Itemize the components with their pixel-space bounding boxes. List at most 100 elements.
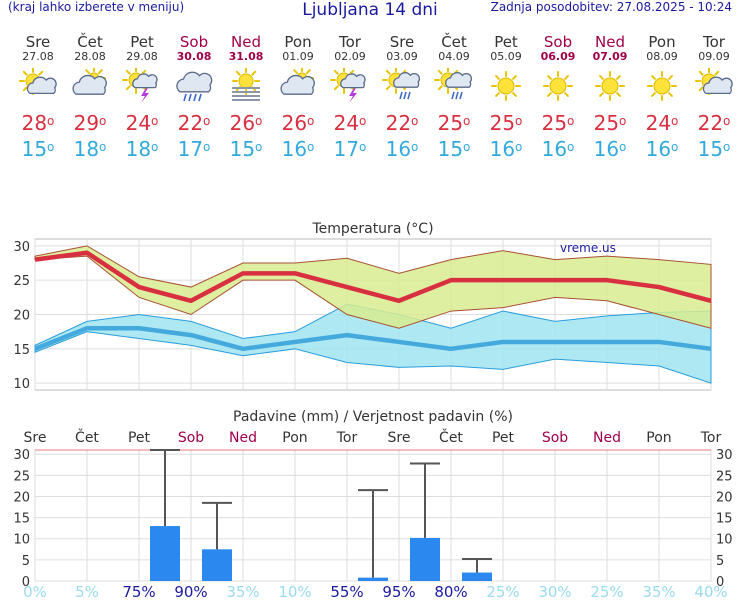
min-temp: 17o xyxy=(333,137,367,161)
day-name: Sob xyxy=(179,33,209,51)
min-temp: 15o xyxy=(437,137,471,161)
day-date: 08.09 xyxy=(646,50,678,63)
day-date: 27.08 xyxy=(22,50,54,63)
day-name: Tor xyxy=(339,33,361,51)
y-tick-label: 0 xyxy=(22,575,30,590)
max-temp: 24o xyxy=(125,111,159,135)
day-name: Čet xyxy=(441,33,467,51)
y-tick-label: 30 xyxy=(13,448,30,463)
probability-label: 35% xyxy=(226,583,259,600)
y-tick-label-right: 0 xyxy=(716,575,724,590)
max-temp: 22o xyxy=(697,111,731,135)
cloudy-icon xyxy=(280,66,315,95)
day-date: 05.09 xyxy=(490,50,522,63)
day-date: 30.08 xyxy=(176,50,212,63)
day-date: 01.09 xyxy=(282,50,314,63)
cloud-rain-icon xyxy=(176,71,213,102)
day-card: Sre 03.09 22o 16o xyxy=(376,34,428,162)
precipitation-bar xyxy=(150,526,180,581)
x-tick-label: Pet xyxy=(128,430,151,446)
max-temp: 28o xyxy=(21,111,55,135)
cloudy-icon xyxy=(72,66,107,95)
max-temp: 26o xyxy=(281,111,315,135)
day-date: 07.09 xyxy=(592,50,628,63)
day-card: Pon 08.09 24o 16o xyxy=(636,34,688,162)
max-temp: 24o xyxy=(645,111,679,135)
max-temp: 26o xyxy=(229,111,263,135)
min-temp: 15o xyxy=(697,137,731,161)
day-card: Čet 04.09 25o 15o xyxy=(428,34,480,162)
menu-hint[interactable]: (kraj lahko izberete v meniju) xyxy=(8,0,185,14)
daily-forecast: Sre 27.08 28o 15o Čet 28.08 29o 18o Pet 29.08 24o 1… xyxy=(12,34,740,172)
y-tick-label-right: 30 xyxy=(716,448,733,463)
y-tick-label-right: 15 xyxy=(716,512,733,527)
probability-label: 30% xyxy=(538,583,571,600)
min-temp: 18o xyxy=(125,137,159,161)
sun-fog-icon xyxy=(232,67,260,101)
x-tick-label: Pon xyxy=(646,430,671,446)
sun-icon xyxy=(595,71,625,101)
precipitation-chart: Padavine (mm) / Verjetnost padavin (%) Sr… xyxy=(13,409,733,600)
max-temp: 22o xyxy=(177,111,211,135)
day-card: Tor 02.09 24o 17o xyxy=(324,34,376,162)
min-temp: 16o xyxy=(593,137,627,161)
day-name: Sre xyxy=(389,33,415,51)
max-temp-range-band xyxy=(34,245,712,329)
min-temp: 16o xyxy=(281,137,315,161)
day-card: Tor 09.09 22o 15o xyxy=(688,34,740,162)
day-date: 31.08 xyxy=(228,50,264,63)
min-temp: 16o xyxy=(489,137,523,161)
temperature-chart: Temperatura (°C) 10 15 20 25 30 vreme.us xyxy=(13,221,712,392)
y-tick-label: 10 xyxy=(13,533,30,548)
y-tick-label: 25 xyxy=(13,469,30,484)
day-date: 03.09 xyxy=(386,50,418,63)
min-temp: 17o xyxy=(177,137,211,161)
probability-label: 0% xyxy=(23,583,47,600)
probability-label: 95% xyxy=(382,583,415,600)
y-tick-label: 30 xyxy=(13,240,30,255)
day-date: 09.09 xyxy=(698,50,730,63)
min-temp-range-band xyxy=(34,303,712,384)
sun-icon xyxy=(647,71,677,101)
y-tick-label: 20 xyxy=(13,309,30,324)
x-tick-label: Ned xyxy=(593,430,621,446)
probability-label: 25% xyxy=(590,583,623,600)
day-card: Čet 28.08 29o 18o xyxy=(64,34,116,162)
precipitation-bar xyxy=(462,572,492,581)
probability-label: 5% xyxy=(75,583,99,600)
y-tick-label: 10 xyxy=(13,377,30,392)
max-temp: 29o xyxy=(73,111,107,135)
sun-icon xyxy=(491,71,521,101)
day-card: Sob 06.09 25o 16o xyxy=(532,34,584,162)
x-tick-label: Sre xyxy=(388,430,411,446)
day-name: Pet xyxy=(494,33,518,51)
day-name: Sre xyxy=(25,33,51,51)
max-temp: 22o xyxy=(385,111,419,135)
sun-cloud-lightning-icon xyxy=(122,66,158,103)
x-tick-label: Sre xyxy=(24,430,47,446)
precipitation-chart-title: Padavine (mm) / Verjetnost padavin (%) xyxy=(233,409,513,425)
x-tick-label: Sob xyxy=(178,430,204,446)
probability-label: 90% xyxy=(174,583,207,600)
last-updated: Zadnja posodobitev: 27.08.2025 - 10:24 xyxy=(490,0,732,14)
min-temp: 15o xyxy=(229,137,263,161)
min-temp: 16o xyxy=(645,137,679,161)
day-card: Pet 29.08 24o 18o xyxy=(116,34,168,162)
y-tick-label: 5 xyxy=(22,554,30,569)
max-temp: 25o xyxy=(593,111,627,135)
sun-icon xyxy=(543,71,573,101)
watermark: vreme.us xyxy=(560,241,616,255)
y-tick-label-right: 20 xyxy=(716,490,733,505)
x-tick-label: Pon xyxy=(282,430,307,446)
max-temp: 25o xyxy=(541,111,575,135)
y-tick-label: 25 xyxy=(13,274,30,289)
x-tick-label: Tor xyxy=(336,430,358,446)
min-temp: 15o xyxy=(21,137,55,161)
x-tick-label: Čet xyxy=(439,428,463,446)
x-tick-label: Pet xyxy=(492,430,515,446)
day-date: 02.09 xyxy=(334,50,366,63)
min-temp: 16o xyxy=(385,137,419,161)
probability-label: 55% xyxy=(330,583,363,600)
day-card: Sob 30.08 22o 17o xyxy=(168,34,220,162)
day-date: 04.09 xyxy=(438,50,470,63)
